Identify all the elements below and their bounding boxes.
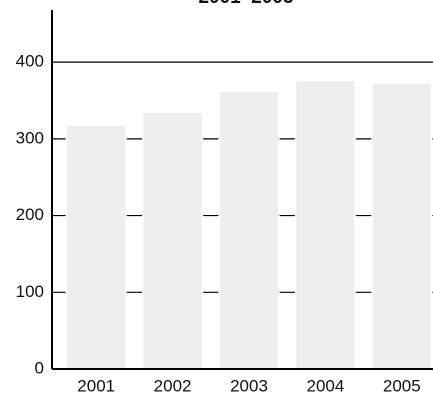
x-tick-label: 2002 — [154, 376, 192, 395]
x-tick-label: 2004 — [306, 376, 344, 395]
x-tick-label: 2001 — [77, 376, 115, 395]
bar — [371, 82, 433, 370]
chart-title: 2001–2005 — [198, 0, 294, 8]
x-tick-label: 2005 — [383, 376, 421, 395]
bar — [218, 90, 280, 370]
y-tick-label: 300 — [16, 128, 44, 147]
y-tick-label: 100 — [16, 282, 44, 301]
x-tick-label: 2003 — [230, 376, 268, 395]
y-tick-label: 0 — [35, 358, 44, 377]
bar — [294, 79, 356, 370]
bar — [65, 124, 127, 370]
y-tick-label: 400 — [16, 52, 44, 71]
y-tick-label: 200 — [16, 205, 44, 224]
bar — [142, 111, 204, 370]
